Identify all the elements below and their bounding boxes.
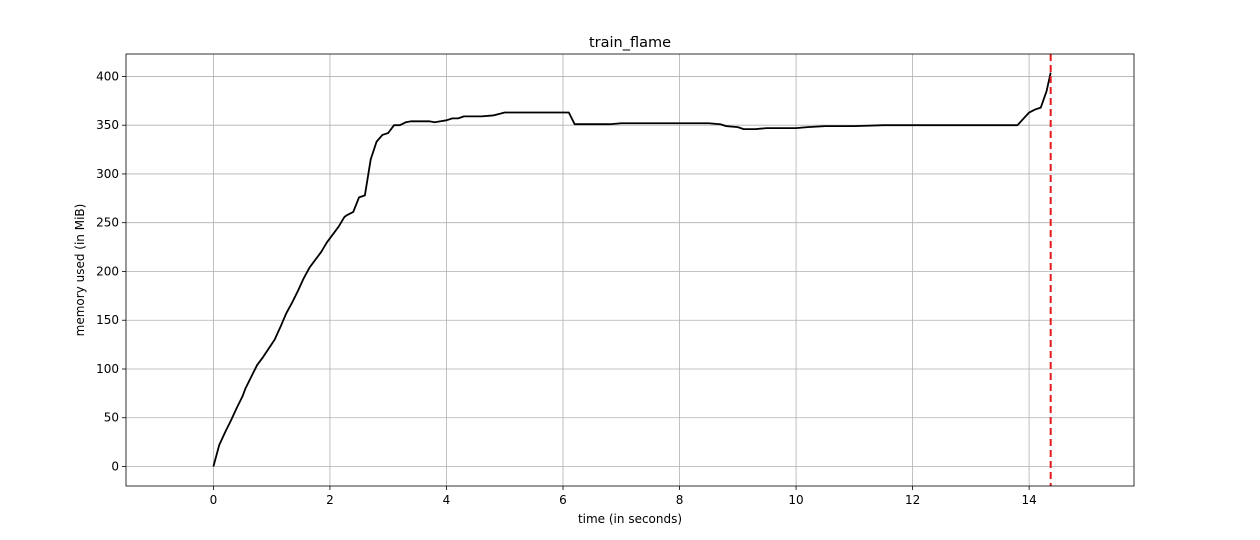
y-tick-label: 250 [96, 216, 119, 230]
x-tick-label: 8 [676, 493, 684, 507]
series-layer [212, 72, 1052, 467]
y-tick-label: 100 [96, 362, 119, 376]
plot-frame [125, 53, 1135, 487]
ticks: 0 2 4 6 8 10 12 14 0 50 100 150 200 250 300 350 400 [96, 69, 1037, 507]
x-tick-label: 2 [326, 493, 334, 507]
x-tick-label: 10 [788, 493, 803, 507]
x-tick-label: 14 [1021, 493, 1036, 507]
y-tick-label: 200 [96, 264, 119, 278]
series-line-0 [212, 72, 1052, 467]
y-tick-label: 150 [96, 313, 119, 327]
x-axis-label: time (in seconds) [578, 512, 682, 526]
grid [126, 54, 1134, 486]
y-tick-label: 300 [96, 167, 119, 181]
y-tick-label: 350 [96, 118, 119, 132]
x-tick-label: 12 [905, 493, 920, 507]
y-tick-label: 50 [104, 411, 119, 425]
x-tick-label: 6 [559, 493, 567, 507]
x-tick-label: 0 [210, 493, 218, 507]
chart-title: train_flame [589, 35, 671, 51]
y-tick-label: 400 [96, 69, 119, 83]
y-tick-label: 0 [111, 459, 119, 473]
y-axis-label: memory used (in MiB) [73, 204, 87, 337]
x-tick-label: 4 [443, 493, 451, 507]
